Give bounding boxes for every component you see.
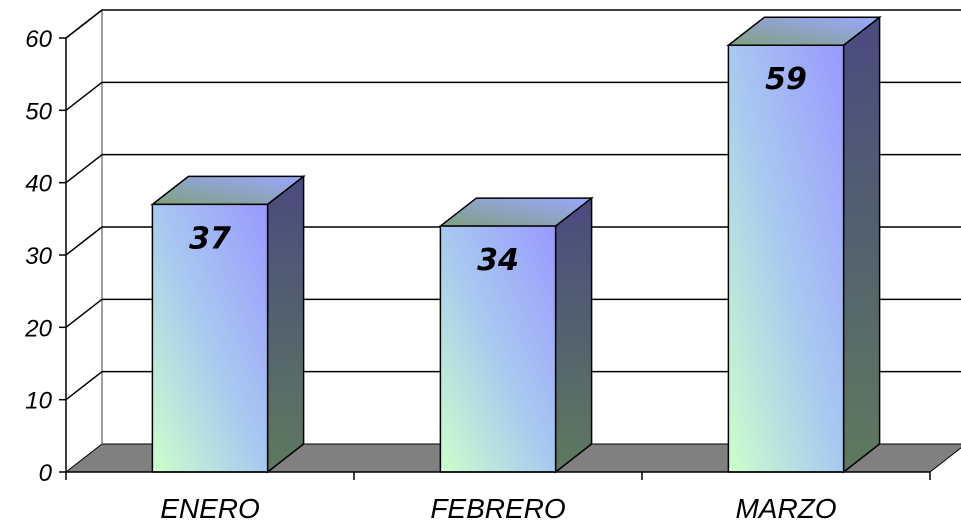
gridline-side — [65, 298, 103, 328]
y-tick-label: 40 — [25, 171, 52, 198]
gridline-side — [65, 371, 103, 401]
bar-side — [554, 196, 593, 474]
y-axis-ticks: 0 10 20 30 40 50 60 — [24, 26, 66, 487]
y-tick-label: 0 — [39, 460, 53, 487]
bar-group: 34 — [438, 196, 594, 474]
bar-side — [266, 174, 305, 474]
data-label: 59 — [765, 62, 807, 97]
bar-group: 59 — [726, 15, 882, 474]
bars: 37 34 59 — [150, 15, 882, 474]
gridline-side — [65, 154, 103, 184]
gridline-side — [65, 226, 103, 256]
y-tick-label: 20 — [24, 315, 52, 342]
bar — [727, 44, 845, 473]
gridline-side — [65, 9, 103, 39]
y-tick-label: 50 — [25, 98, 52, 125]
data-label: 34 — [477, 243, 519, 278]
x-tick-label: ENERO — [160, 493, 260, 524]
x-axis-ticks: ENERO FEBRERO MARZO — [65, 472, 931, 524]
data-label: 37 — [189, 221, 231, 256]
bar — [151, 203, 269, 473]
x-tick-label: MARZO — [735, 493, 836, 524]
plot-area: 0 10 20 30 40 50 60 37 34 59 ENERO FEBRERO MARZO — [24, 9, 961, 524]
bar-group: 37 — [150, 174, 306, 474]
bar-side — [842, 15, 881, 474]
x-tick-label: FEBRERO — [430, 493, 565, 524]
gridline-side — [65, 81, 103, 111]
y-tick-label: 30 — [25, 243, 52, 270]
y-tick-label: 60 — [25, 26, 52, 53]
bar — [439, 225, 557, 473]
y-tick-label: 10 — [25, 388, 52, 415]
